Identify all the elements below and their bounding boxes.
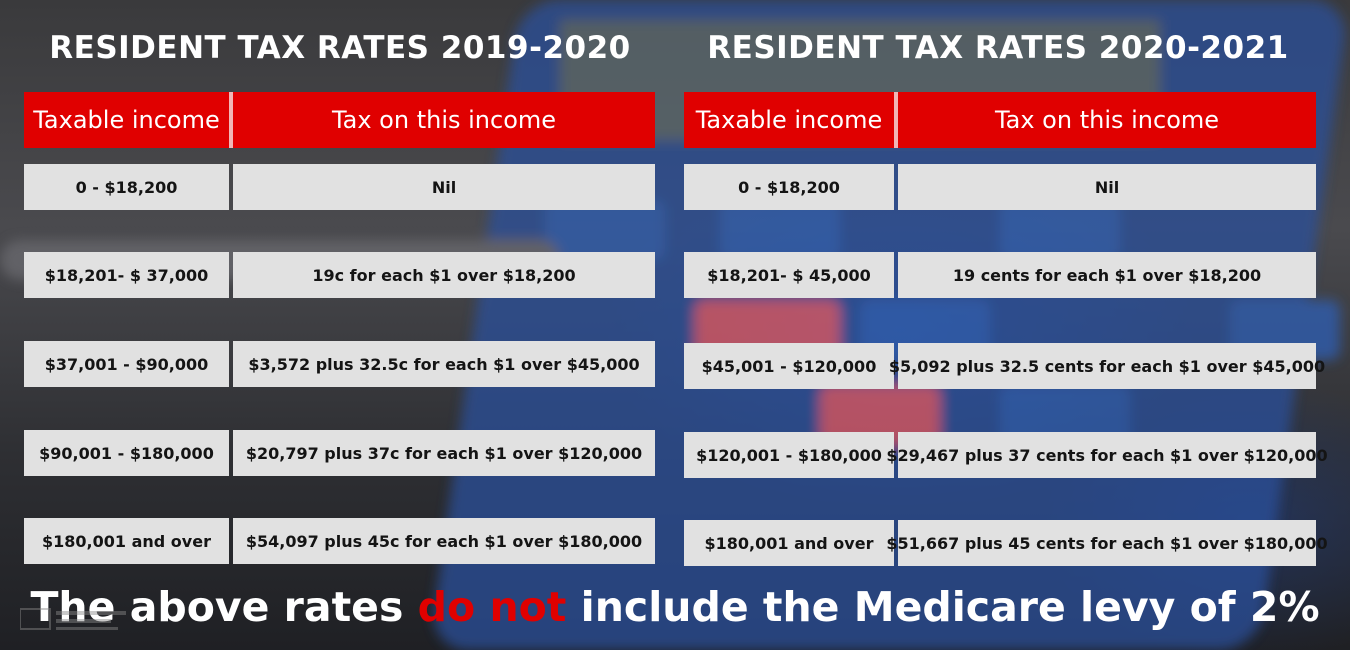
right-title: RESIDENT TAX RATES 2020-2021	[707, 30, 1289, 66]
left-row: $18,201- $ 37,000 19c for each $1 over $…	[24, 252, 655, 298]
medicare-note: The above rates do not include the Medic…	[0, 583, 1350, 631]
right-income-cell: 0 - $18,200	[684, 164, 894, 210]
left-tax-cell: $3,572 plus 32.5c for each $1 over $45,0…	[233, 341, 655, 387]
right-income-cell: $18,201- $ 45,000	[684, 252, 894, 298]
right-tax-cell: $29,467 plus 37 cents for each $1 over $…	[886, 432, 1328, 478]
left-header-divider	[229, 92, 233, 148]
right-income-cell: $120,001 - $180,000	[684, 432, 894, 478]
right-row: $120,001 - $180,000 $29,467 plus 37 cent…	[684, 432, 1328, 478]
left-tax-cell: $54,097 plus 45c for each $1 over $180,0…	[233, 518, 655, 564]
company-logo-icon	[20, 608, 126, 630]
right-row: $180,001 and over $51,667 plus 45 cents …	[684, 520, 1328, 566]
left-header-income: Taxable income	[24, 92, 229, 148]
right-header-income: Taxable income	[684, 92, 894, 148]
right-tax-cell: $5,092 plus 32.5 cents for each $1 over …	[889, 343, 1325, 389]
right-tax-cell: Nil	[898, 164, 1316, 210]
left-row: $37,001 - $90,000 $3,572 plus 32.5c for …	[24, 341, 655, 387]
left-income-cell: $90,001 - $180,000	[24, 430, 229, 476]
right-income-cell: $45,001 - $120,000	[684, 343, 894, 389]
right-tax-cell: $51,667 plus 45 cents for each $1 over $…	[886, 520, 1328, 566]
left-income-cell: $180,001 and over	[24, 518, 229, 564]
left-title: RESIDENT TAX RATES 2019-2020	[49, 30, 631, 66]
footer-text-start: The above rates	[30, 583, 418, 631]
right-header-divider	[894, 92, 898, 148]
left-income-cell: $37,001 - $90,000	[24, 341, 229, 387]
footer-highlight: do not	[417, 583, 567, 631]
right-row: 0 - $18,200 Nil	[684, 164, 1316, 210]
right-header-tax: Tax on this income	[898, 92, 1316, 148]
left-row: $180,001 and over $54,097 plus 45c for e…	[24, 518, 655, 564]
footer-text-end: include the Medicare levy of 2%	[566, 583, 1320, 631]
left-row: 0 - $18,200 Nil	[24, 164, 655, 210]
left-income-cell: $18,201- $ 37,000	[24, 252, 229, 298]
right-tax-cell: 19 cents for each $1 over $18,200	[898, 252, 1316, 298]
left-tax-cell: $20,797 plus 37c for each $1 over $120,0…	[233, 430, 655, 476]
left-tax-cell: 19c for each $1 over $18,200	[233, 252, 655, 298]
right-income-cell: $180,001 and over	[684, 520, 894, 566]
right-row: $18,201- $ 45,000 19 cents for each $1 o…	[684, 252, 1316, 298]
right-row: $45,001 - $120,000 $5,092 plus 32.5 cent…	[684, 343, 1325, 389]
left-tax-cell: Nil	[233, 164, 655, 210]
left-header-tax: Tax on this income	[233, 92, 655, 148]
left-income-cell: 0 - $18,200	[24, 164, 229, 210]
left-row: $90,001 - $180,000 $20,797 plus 37c for …	[24, 430, 655, 476]
